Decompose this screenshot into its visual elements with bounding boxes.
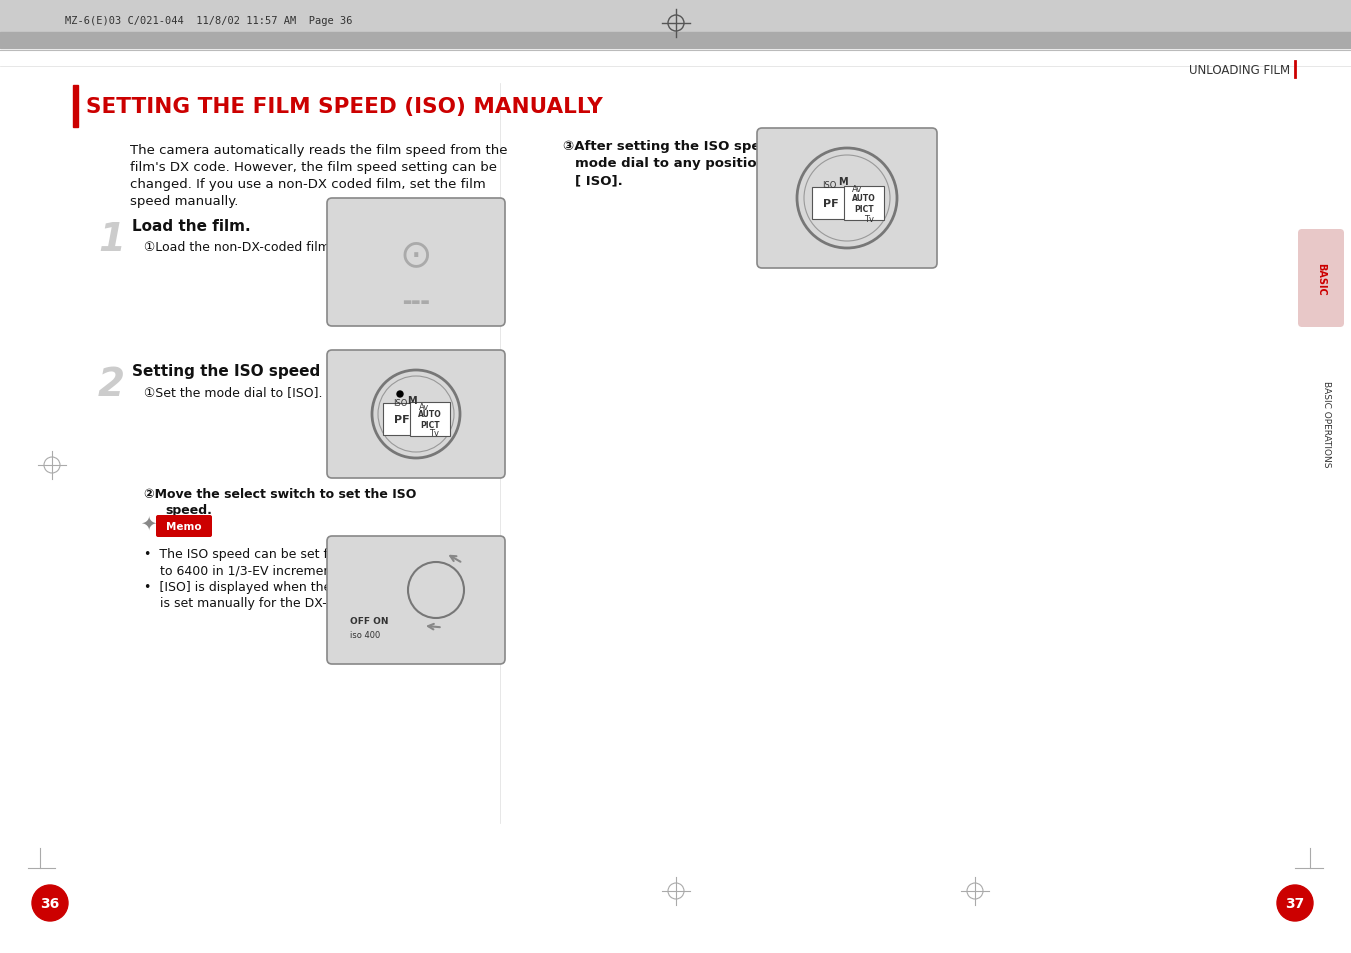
- Circle shape: [1277, 885, 1313, 921]
- Text: BASIC: BASIC: [1316, 262, 1325, 295]
- Text: Av: Av: [852, 184, 862, 193]
- Text: Tv: Tv: [865, 214, 874, 223]
- Text: ISO: ISO: [393, 398, 407, 407]
- Text: •  [ISO] is displayed when the film speed: • [ISO] is displayed when the film speed: [145, 580, 401, 594]
- Text: ③After setting the ISO speed, set the: ③After setting the ISO speed, set the: [563, 140, 842, 152]
- Bar: [0, 0, 1351, 34]
- Text: BASIC OPERATIONS: BASIC OPERATIONS: [1321, 380, 1331, 467]
- Text: iso 400: iso 400: [350, 630, 380, 639]
- Text: 2: 2: [99, 366, 126, 403]
- Text: PF: PF: [823, 199, 839, 209]
- Bar: [0, 33, 1351, 49]
- Circle shape: [32, 885, 68, 921]
- Text: The camera automatically reads the film speed from the: The camera automatically reads the film …: [130, 144, 508, 157]
- Text: Load the film.: Load the film.: [132, 219, 251, 233]
- Text: ①Load the non-DX-coded film.: ①Load the non-DX-coded film.: [145, 241, 334, 253]
- Text: to 6400 in 1/3-EV increments.: to 6400 in 1/3-EV increments.: [145, 563, 347, 577]
- Text: 36: 36: [41, 896, 59, 910]
- Text: Memo: Memo: [166, 521, 201, 532]
- Text: •  The ISO speed can be set from ISO 6: • The ISO speed can be set from ISO 6: [145, 547, 390, 560]
- Text: M: M: [407, 395, 417, 406]
- Text: changed. If you use a non-DX coded film, set the film: changed. If you use a non-DX coded film,…: [130, 178, 486, 191]
- Text: Tv: Tv: [430, 428, 439, 437]
- FancyBboxPatch shape: [327, 351, 505, 478]
- FancyBboxPatch shape: [1298, 230, 1344, 328]
- FancyBboxPatch shape: [155, 516, 212, 537]
- Text: PF: PF: [394, 415, 409, 424]
- Text: mode dial to any position other than: mode dial to any position other than: [576, 157, 850, 170]
- FancyBboxPatch shape: [327, 199, 505, 327]
- Text: ⊙: ⊙: [400, 235, 432, 274]
- Text: ▬▬▬: ▬▬▬: [403, 296, 430, 307]
- Text: ISO: ISO: [821, 180, 836, 190]
- Text: M: M: [838, 177, 848, 187]
- Bar: [73, 86, 78, 128]
- Text: MZ-6(E)03 C/021-044  11/8/02 11:57 AM  Page 36: MZ-6(E)03 C/021-044 11/8/02 11:57 AM Pag…: [65, 16, 353, 26]
- Text: SETTING THE FILM SPEED (ISO) MANUALLY: SETTING THE FILM SPEED (ISO) MANUALLY: [86, 97, 603, 117]
- Text: [ ISO].: [ ISO].: [576, 173, 623, 187]
- Text: 37: 37: [1285, 896, 1305, 910]
- Text: OFF ON: OFF ON: [350, 617, 389, 626]
- Text: UNLOADING FILM: UNLOADING FILM: [1189, 64, 1290, 76]
- Text: 1: 1: [99, 221, 126, 258]
- Text: Setting the ISO speed: Setting the ISO speed: [132, 364, 320, 378]
- Circle shape: [397, 392, 403, 397]
- Text: AUTO
PICT: AUTO PICT: [852, 194, 875, 213]
- Text: speed manually.: speed manually.: [130, 194, 238, 208]
- FancyBboxPatch shape: [327, 537, 505, 664]
- FancyBboxPatch shape: [757, 129, 938, 269]
- Text: film's DX code. However, the film speed setting can be: film's DX code. However, the film speed …: [130, 161, 497, 173]
- Text: speed.: speed.: [165, 503, 212, 517]
- Text: ✦: ✦: [139, 514, 157, 533]
- Text: is set manually for the DX-coded film.: is set manually for the DX-coded film.: [145, 597, 397, 609]
- Text: Av: Av: [419, 402, 430, 411]
- Text: ②Move the select switch to set the ISO: ②Move the select switch to set the ISO: [145, 488, 416, 500]
- Text: ①Set the mode dial to [ISO].: ①Set the mode dial to [ISO].: [145, 386, 323, 398]
- Text: AUTO
PICT: AUTO PICT: [417, 410, 442, 429]
